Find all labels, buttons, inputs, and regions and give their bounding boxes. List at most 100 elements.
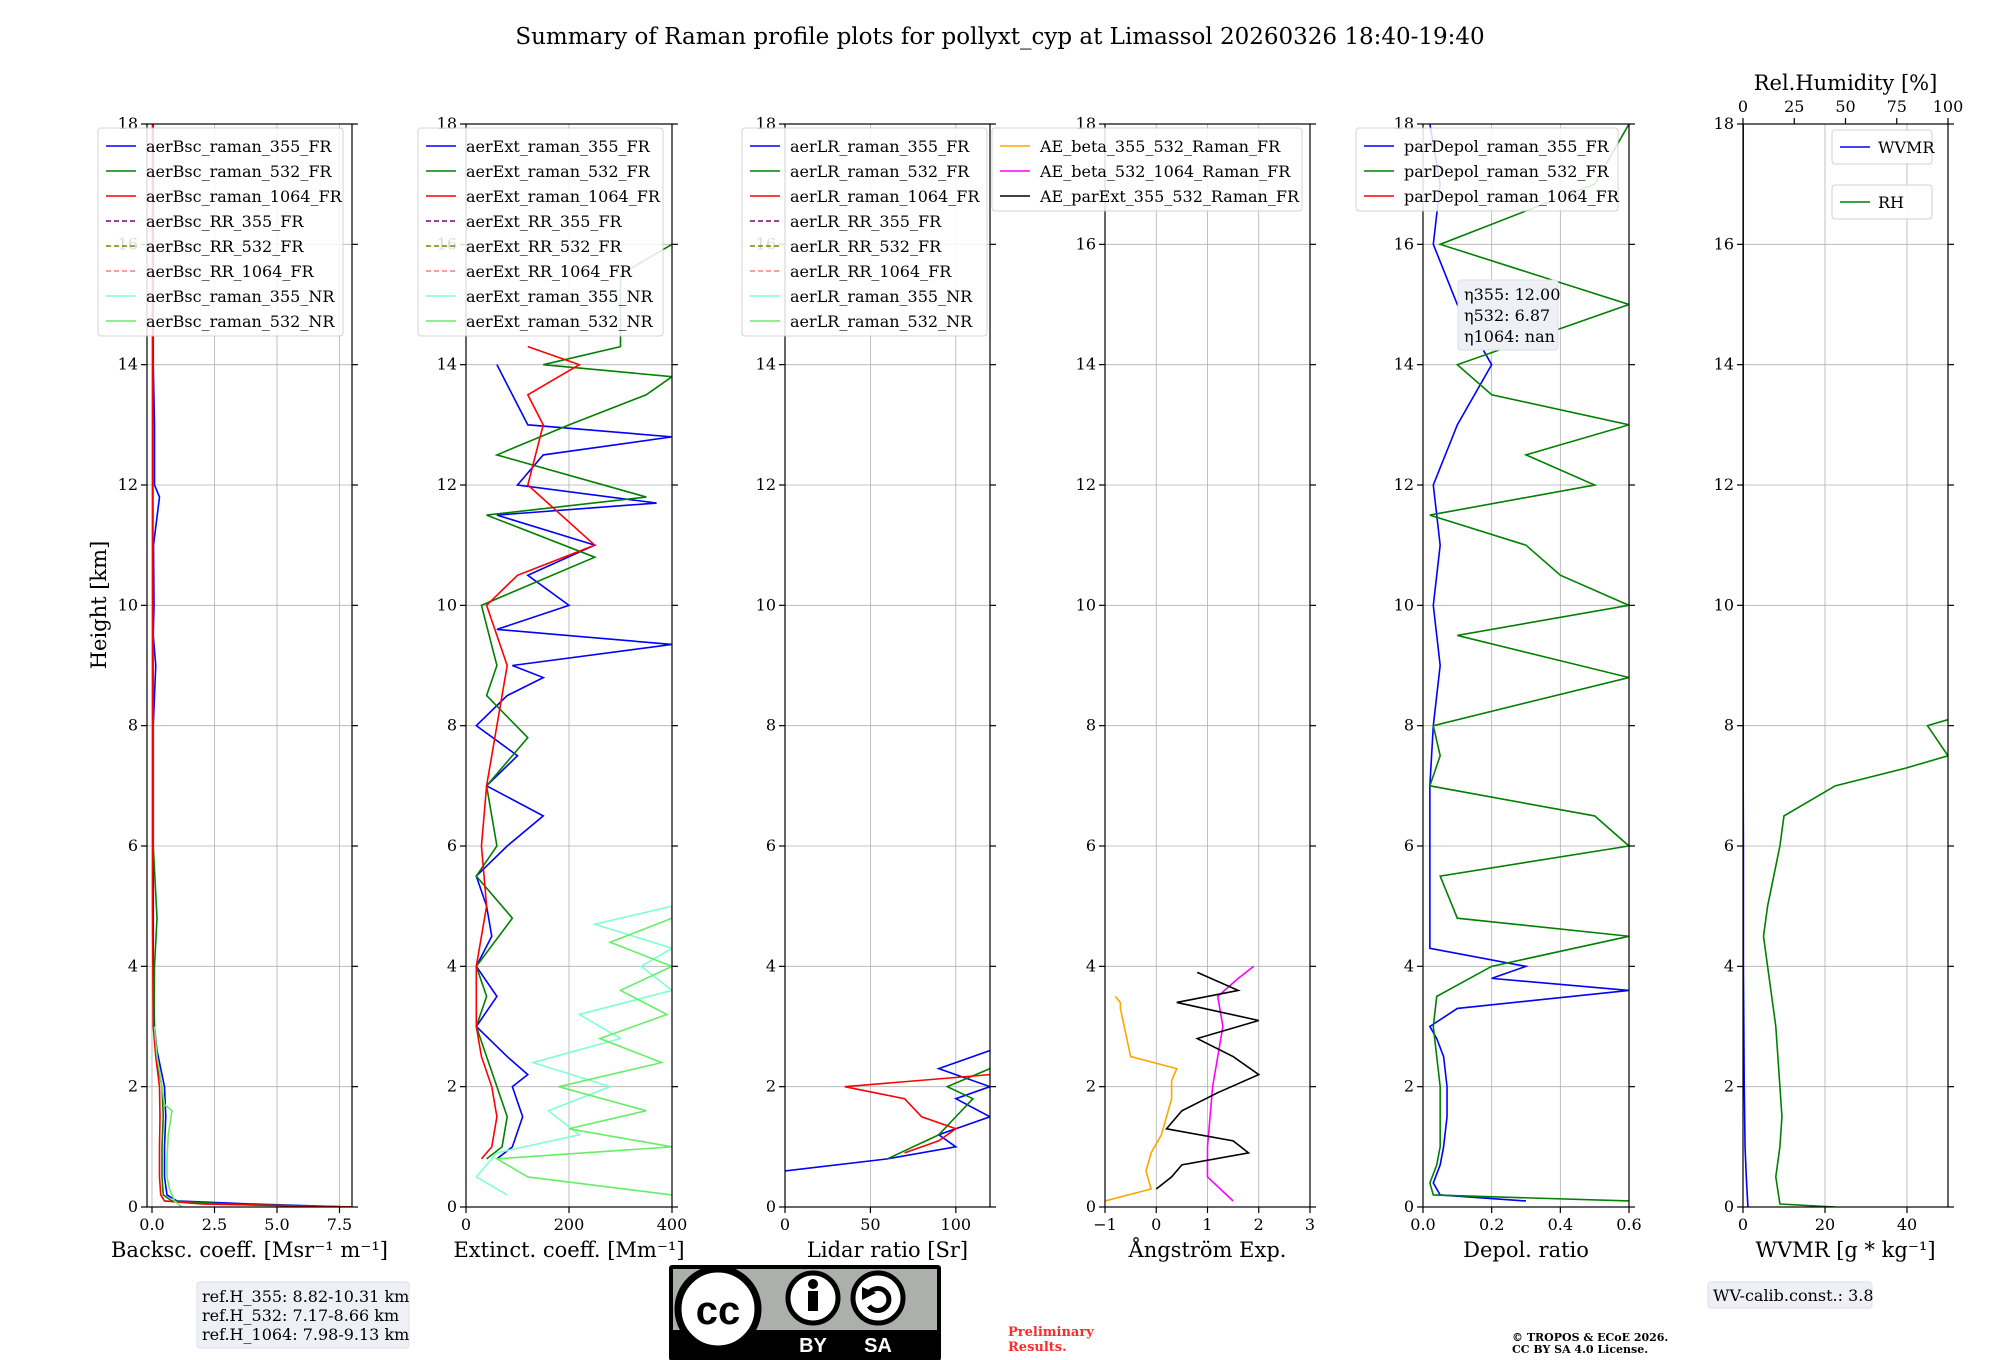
xtick-label: 0.2 — [1479, 1215, 1504, 1234]
legend-label: aerBsc_raman_1064_FR — [146, 187, 343, 206]
ytick-label: 6 — [447, 836, 457, 855]
copyright-line1: © TROPOS & ECoE 2026. — [1512, 1331, 1668, 1344]
ytick-label: 12 — [1394, 475, 1414, 494]
ytick-label: 0 — [766, 1197, 776, 1216]
xtick-label: 400 — [657, 1215, 688, 1234]
legend-label: aerExt_raman_532_NR — [466, 312, 654, 331]
legend-label: AE_beta_355_532_Raman_FR — [1039, 137, 1281, 156]
preliminary-line1: Preliminary — [1008, 1325, 1094, 1340]
xtick-label: 0 — [1738, 1215, 1748, 1234]
ytick-label: 8 — [447, 716, 457, 735]
ytick-label: 14 — [437, 355, 457, 374]
series-group — [475, 243, 672, 1196]
top-xtick-label: 0 — [1738, 97, 1748, 116]
series-aerExt_raman_1064_FR — [475, 345, 597, 1160]
wv-calib-const: WV-calib.const.: 3.8 — [1713, 1286, 1874, 1305]
series-parDepol_raman_532_FR — [1428, 124, 1629, 1202]
ytick-label: 18 — [1714, 114, 1734, 133]
copyright-line2: CC BY SA 4.0 License. — [1512, 1343, 1648, 1356]
cc-icon — [674, 1265, 762, 1353]
legend: parDepol_raman_355_FR parDepol_raman_532_… — [1355, 127, 1620, 212]
depol-annotation-box — [1457, 279, 1559, 351]
depol-annotation-line: η1064: nan — [1464, 327, 1555, 346]
ref-heights-box — [196, 1281, 410, 1349]
series-group — [1105, 965, 1261, 1202]
xtick-label: 200 — [554, 1215, 585, 1234]
series-aerExt_raman_532_NR — [494, 906, 672, 1196]
legend-label: aerExt_raman_355_FR — [466, 137, 651, 156]
xtick-label: 0.0 — [1410, 1215, 1435, 1234]
xtick-label: 0 — [1151, 1215, 1161, 1234]
ytick-label: 14 — [118, 355, 138, 374]
legend-label: aerBsc_RR_1064_FR — [146, 262, 315, 281]
ytick-label: 4 — [447, 956, 457, 975]
ref-height-355: ref.H_355: 8.82-10.31 km — [202, 1287, 409, 1306]
legend-label: aerLR_RR_1064_FR — [790, 262, 952, 281]
xtick-label: 0.0 — [139, 1215, 164, 1234]
legend-label: aerLR_raman_355_NR — [790, 287, 973, 306]
axes-frame — [1422, 123, 1630, 1208]
ytick-label: 10 — [1394, 595, 1414, 614]
ytick-label: 14 — [1714, 355, 1734, 374]
ytick-label: 6 — [1724, 836, 1734, 855]
ytick-label: 0 — [447, 1197, 457, 1216]
legend-box — [1355, 127, 1619, 212]
legend: aerExt_raman_355_FR aerExt_raman_532_FRae… — [417, 127, 664, 337]
cc-text: cc — [696, 1289, 741, 1333]
ytick-label: 8 — [1404, 716, 1414, 735]
ytick-label: 14 — [1076, 355, 1096, 374]
series-aerExt_raman_532_FR — [475, 243, 672, 1160]
xtick-label: 0 — [461, 1215, 471, 1234]
legend: AE_beta_355_532_Raman_FR AE_beta_532_1064… — [991, 127, 1303, 212]
ytick-label: 8 — [128, 716, 138, 735]
ytick-label: 6 — [1086, 836, 1096, 855]
series-AE_beta_532_1064_Raman_FR — [1206, 965, 1255, 1202]
legend-label: aerBsc_raman_532_NR — [146, 312, 335, 331]
legend-box — [1831, 184, 1933, 220]
series-RH — [1762, 718, 1948, 1207]
xtick-label: 0 — [780, 1215, 790, 1234]
ytick-label: 8 — [766, 716, 776, 735]
series-parDepol_raman_355_FR — [1428, 124, 1629, 1202]
xtick-label: 2 — [1254, 1215, 1264, 1234]
ytick-label: 6 — [766, 836, 776, 855]
ytick-label: 10 — [756, 595, 776, 614]
legend-label: aerBsc_raman_355_FR — [146, 137, 332, 156]
legend-label: aerLR_raman_532_NR — [790, 312, 973, 331]
legend-label: aerLR_RR_532_FR — [790, 237, 942, 256]
ytick-label: 4 — [1404, 956, 1414, 975]
ytick-label: 14 — [756, 355, 776, 374]
legend: aerLR_raman_355_FR aerLR_raman_532_FR aerL… — [741, 127, 988, 337]
x-axis-label: WVMR [g * kg⁻¹] — [1755, 1238, 1935, 1262]
legend-label: parDepol_raman_1064_FR — [1404, 187, 1620, 206]
sa-arrow-icon — [866, 1286, 892, 1313]
xtick-label: 40 — [1897, 1215, 1917, 1234]
ytick-label: 2 — [128, 1077, 138, 1096]
by-text: BY — [799, 1335, 827, 1357]
legend-label: aerExt_raman_1064_FR — [466, 187, 661, 206]
legend-label: aerExt_RR_355_FR — [466, 212, 623, 231]
ytick-label: 2 — [1404, 1077, 1414, 1096]
ytick-label: 2 — [1724, 1077, 1734, 1096]
legend-label: aerExt_RR_1064_FR — [466, 262, 633, 281]
figure-title: Summary of Raman profile plots for polly… — [515, 24, 1484, 50]
legend-label: AE_parExt_355_532_Raman_FR — [1039, 187, 1300, 206]
ytick-label: 12 — [1076, 475, 1096, 494]
axes-frame — [146, 123, 353, 1208]
series-group — [785, 1049, 990, 1172]
legend-box — [417, 127, 664, 337]
y-axis-label: Height [km] — [87, 541, 111, 670]
xtick-label: 1 — [1202, 1215, 1212, 1234]
axes-frame — [784, 123, 991, 1208]
xtick-label: 5.0 — [264, 1215, 289, 1234]
depol-annotation-line: η532: 6.87 — [1464, 306, 1550, 325]
ytick-label: 10 — [1714, 595, 1734, 614]
sa-share-icon — [850, 1270, 906, 1326]
legend-label: aerExt_raman_355_NR — [466, 287, 654, 306]
ytick-label: 2 — [766, 1077, 776, 1096]
legend-box — [741, 127, 988, 337]
ytick-label: 4 — [766, 956, 776, 975]
legend-label: aerLR_RR_355_FR — [790, 212, 942, 231]
